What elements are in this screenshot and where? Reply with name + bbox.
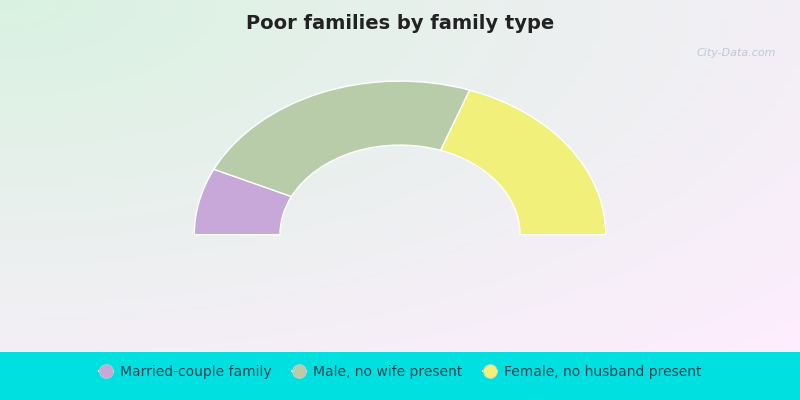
Legend: Married-couple family, Male, no wife present, Female, no husband present: Married-couple family, Male, no wife pre… — [93, 360, 707, 384]
Wedge shape — [441, 90, 606, 235]
Text: City-Data.com: City-Data.com — [697, 48, 776, 58]
Text: Poor families by family type: Poor families by family type — [246, 14, 554, 33]
Wedge shape — [214, 81, 470, 196]
Wedge shape — [194, 169, 291, 235]
